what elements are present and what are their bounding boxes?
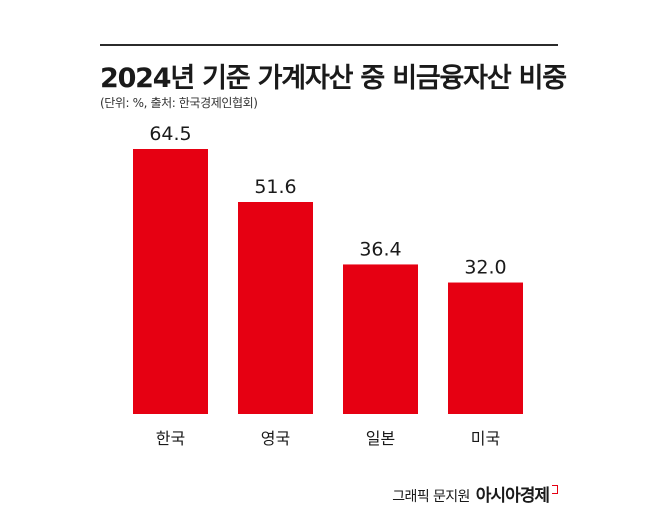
value-label: 64.5 [149,123,191,145]
publisher-logo: 아시아경제 [475,486,550,506]
category-label: 영국 [261,429,290,448]
graphic-credit: 그래픽 문지원 [392,489,470,505]
category-label: 한국 [156,429,185,448]
chart-title: 2024년 기준 가계자산 중 비금융자산 비중 [100,63,567,94]
category-label: 미국 [471,429,500,448]
bar-영국 [238,202,313,414]
value-label: 32.0 [464,257,506,279]
credit-line: 그래픽 문지원 아시아경제 [392,481,558,506]
bar-미국 [448,282,523,414]
bar-일본 [343,264,418,414]
title-rule [100,44,558,46]
chart-subtitle: (단위: %, 출처: 한국경제인협회) [100,96,258,110]
bar-한국 [133,149,208,414]
logo-mark-icon [552,485,558,494]
value-label: 36.4 [359,238,401,260]
category-label: 일본 [366,429,395,448]
value-label: 51.6 [254,176,296,198]
